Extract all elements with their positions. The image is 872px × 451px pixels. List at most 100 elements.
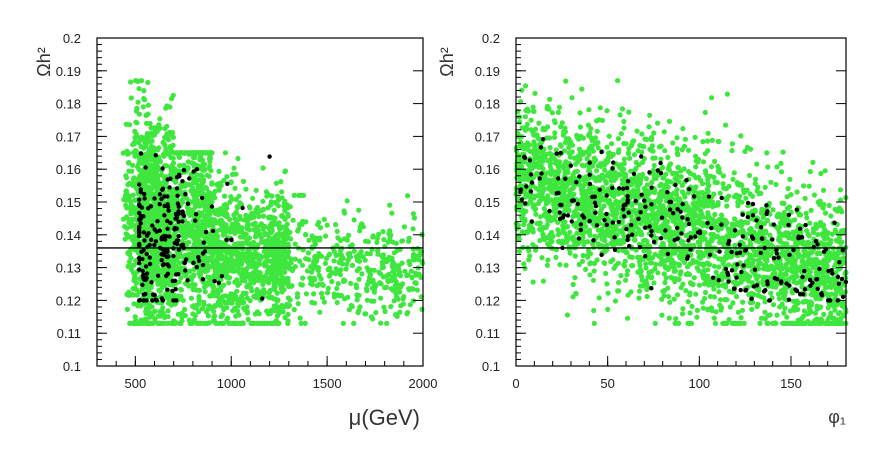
left-point-green	[299, 221, 305, 227]
right-point-green	[605, 306, 611, 312]
left-point-green	[145, 174, 151, 180]
left-point-green	[401, 224, 407, 230]
left-point-green	[314, 258, 320, 264]
left-point-green	[316, 272, 322, 279]
left-xtick-label: 2000	[409, 376, 438, 391]
left-point-green	[388, 232, 394, 238]
left-point-green	[244, 304, 250, 310]
left-point-green	[341, 277, 347, 283]
left-point-green	[392, 282, 398, 288]
right-point-green	[711, 263, 718, 269]
left-ytick-label: 0.1	[63, 359, 81, 374]
right-point-green	[662, 279, 668, 286]
left-point-black	[147, 261, 153, 267]
left-point-black	[170, 278, 175, 284]
left-point-black	[155, 219, 160, 224]
right-point-green	[591, 307, 597, 314]
left-point-black	[175, 238, 181, 243]
left-point-green	[260, 165, 266, 171]
left-point-green	[378, 281, 384, 287]
left-point-green	[300, 247, 306, 253]
left-point-green	[260, 226, 266, 232]
left-point-black	[161, 262, 166, 267]
right-point-green	[593, 157, 599, 163]
left-point-green	[269, 193, 275, 199]
left-point-green	[260, 206, 267, 212]
left-point-green	[305, 257, 312, 263]
right-point-green	[698, 249, 704, 256]
left-point-green	[262, 230, 268, 236]
left-point-green	[362, 257, 368, 263]
left-point-green	[402, 268, 408, 274]
right-point-green	[738, 133, 744, 139]
left-point-black	[176, 233, 181, 239]
left-point-green	[162, 314, 168, 320]
left-point-green	[190, 281, 196, 288]
left-point-green	[132, 285, 138, 291]
left-point-green	[357, 253, 363, 259]
left-point-green	[386, 254, 392, 260]
left-point-green	[186, 231, 192, 237]
left-point-black	[138, 213, 143, 219]
left-point-green	[312, 253, 318, 259]
left-point-green	[196, 250, 202, 256]
left-point-black	[224, 237, 229, 242]
left-point-black	[173, 287, 178, 292]
left-point-green	[221, 320, 227, 326]
left-xtick-label: 500	[125, 376, 147, 391]
left-point-green	[152, 316, 158, 323]
left-ytick-label: 0.14	[56, 228, 81, 243]
right-point-green	[716, 289, 722, 295]
left-point-green	[165, 151, 172, 157]
left-point-green	[284, 221, 290, 227]
left-point-green	[354, 267, 360, 274]
left-point-green	[278, 251, 284, 257]
left-point-green	[389, 262, 395, 268]
left-point-black	[137, 267, 142, 272]
left-point-green	[136, 135, 143, 141]
left-point-green	[145, 79, 151, 86]
left-point-green	[277, 226, 283, 232]
left-point-black	[219, 274, 225, 279]
left-point-green	[170, 155, 176, 161]
right-point-green	[643, 261, 649, 267]
left-point-green	[252, 220, 258, 226]
left-point-green	[196, 309, 202, 315]
right-point-green	[702, 109, 708, 116]
right-point-green	[658, 143, 664, 149]
left-point-green	[239, 297, 245, 303]
right-point-green	[828, 213, 834, 219]
right-points-layer	[513, 78, 849, 326]
left-point-green	[204, 320, 211, 326]
right-point-green	[811, 192, 818, 198]
left-point-green	[227, 259, 233, 265]
left-point-green	[289, 283, 295, 289]
right-point-green	[808, 302, 814, 308]
left-point-black	[203, 229, 209, 235]
left-point-green	[280, 255, 286, 261]
right-point-green	[691, 275, 697, 281]
left-point-green	[126, 180, 132, 186]
left-point-black	[137, 241, 142, 247]
right-point-green	[644, 293, 650, 300]
right-point-green	[781, 310, 787, 316]
left-point-green	[279, 213, 285, 219]
left-point-green	[213, 292, 219, 298]
left-point-green	[261, 262, 267, 268]
left-point-green	[190, 303, 196, 309]
left-point-green	[365, 239, 371, 245]
left-point-green	[249, 288, 255, 294]
right-point-green	[649, 274, 655, 280]
left-point-black	[137, 261, 142, 266]
right-point-green	[618, 273, 624, 279]
left-point-green	[154, 185, 160, 191]
right-point-green	[610, 170, 617, 176]
left-point-black	[167, 185, 172, 190]
left-point-black	[260, 296, 265, 301]
left-point-green	[333, 252, 339, 258]
left-point-green	[125, 160, 131, 166]
left-point-black	[191, 260, 196, 265]
left-point-green	[273, 258, 279, 264]
left-point-green	[378, 320, 384, 326]
right-point-green	[545, 193, 551, 199]
